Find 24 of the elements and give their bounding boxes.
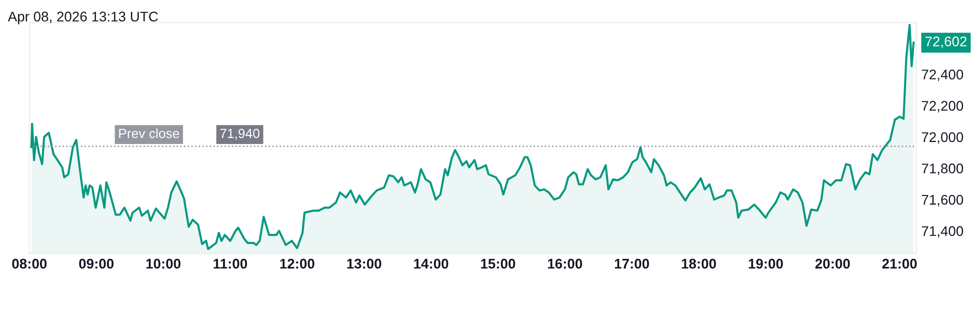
x-tick-label: 18:00 (682, 258, 716, 269)
y-tick-label: 72,000 (922, 132, 964, 144)
annotation: 71,940 (220, 128, 260, 140)
chart-title: Apr 08, 2026 13:13 UTC (8, 12, 158, 24)
y-tick-label: 72,400 (922, 70, 964, 82)
x-tick-label: 19:00 (748, 258, 783, 269)
x-tick-label: 17:00 (614, 258, 650, 269)
y-tick-label: 72,200 (922, 100, 964, 112)
annotation: 72,602 (925, 36, 967, 48)
x-tick-label: 08:00 (12, 258, 47, 269)
x-tick-label: 15:00 (481, 258, 516, 269)
x-tick-label: 10:00 (146, 258, 180, 269)
y-tick-label: 71,600 (922, 194, 964, 206)
y-tick-label: 71,400 (922, 226, 964, 238)
y-tick-label: 71,800 (922, 164, 964, 176)
x-tick-label: 20:00 (815, 258, 850, 269)
x-tick-label: 16:00 (548, 258, 582, 269)
ref-line-label: Prev close (119, 128, 180, 138)
x-tick-label: 13:00 (347, 258, 382, 269)
x-tick-label: 11:00 (214, 258, 248, 269)
x-tick-label: 21:00 (882, 258, 917, 269)
x-tick-label: 12:00 (280, 258, 314, 269)
x-tick-label: 14:00 (414, 258, 448, 269)
x-tick-label: 09:00 (79, 258, 114, 269)
